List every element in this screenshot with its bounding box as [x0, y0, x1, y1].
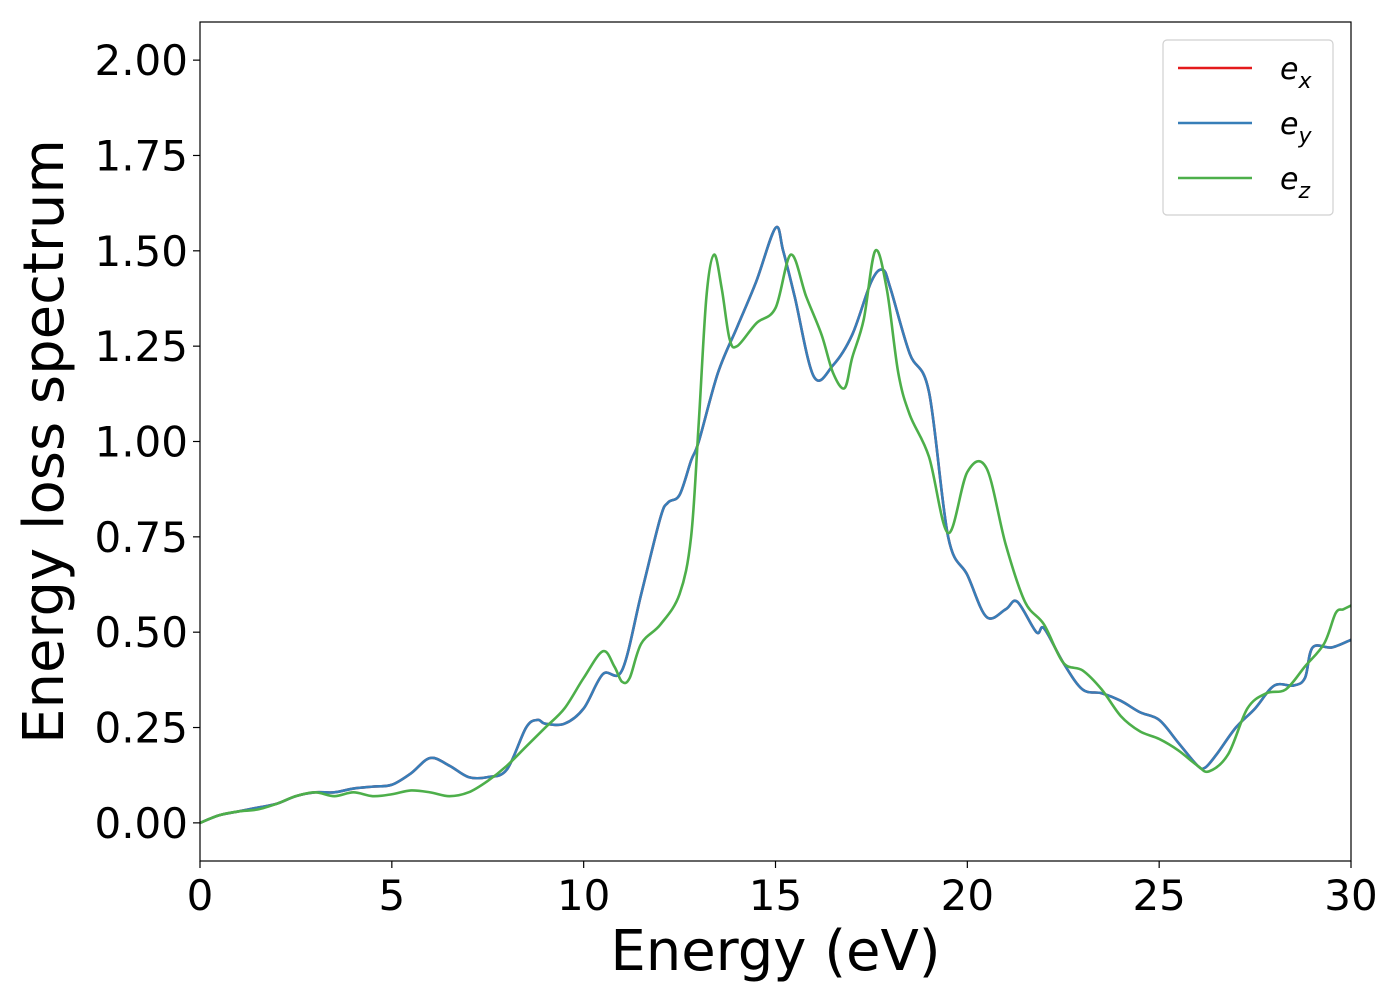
legend-label-base: e: [1280, 162, 1298, 197]
legend-box: [1162, 39, 1334, 216]
legend-label-subscript: x: [1297, 69, 1312, 94]
y-tick-label: 1.00: [94, 418, 188, 467]
series-layer: [200, 225, 1351, 825]
y-tick-label: 0.75: [94, 513, 188, 562]
legend-label-x: ex: [1280, 52, 1312, 94]
x-tick-label: 5: [378, 871, 405, 920]
y-tick-label: 1.75: [94, 131, 188, 180]
x-tick-label: 25: [1132, 871, 1185, 920]
legend-label-subscript: y: [1297, 124, 1312, 149]
y-axis-title: Energy loss spectrum: [12, 139, 77, 744]
legend-label-base: e: [1280, 52, 1298, 87]
legend-label-y: ey: [1280, 107, 1312, 149]
y-tick-label: 1.50: [94, 227, 188, 276]
series-line-e-z: [200, 248, 1351, 825]
x-tick-label: 30: [1324, 871, 1377, 920]
y-axis-ticks: 0.00 0.25 0.50 0.75 1.00 1.25 1.50 1.75 2.00: [94, 36, 200, 848]
series-line-e-y: [200, 225, 1351, 825]
y-tick-label: 1.25: [94, 322, 188, 371]
legend-label-z: ez: [1280, 162, 1310, 204]
y-tick-label: 0.50: [94, 608, 188, 657]
y-tick-label: 0.00: [94, 799, 188, 848]
x-axis-ticks: 0 5 10 15 20 25 30: [187, 861, 1378, 920]
y-tick-label: 2.00: [94, 36, 188, 85]
x-tick-label: 10: [557, 871, 610, 920]
x-tick-label: 0: [187, 871, 214, 920]
legend-label-subscript: z: [1297, 179, 1310, 204]
y-tick-label: 0.25: [94, 704, 188, 753]
legend-label-base: e: [1280, 107, 1298, 142]
x-tick-label: 20: [941, 871, 994, 920]
x-axis-title: Energy (eV): [610, 919, 940, 984]
x-tick-label: 15: [749, 871, 802, 920]
